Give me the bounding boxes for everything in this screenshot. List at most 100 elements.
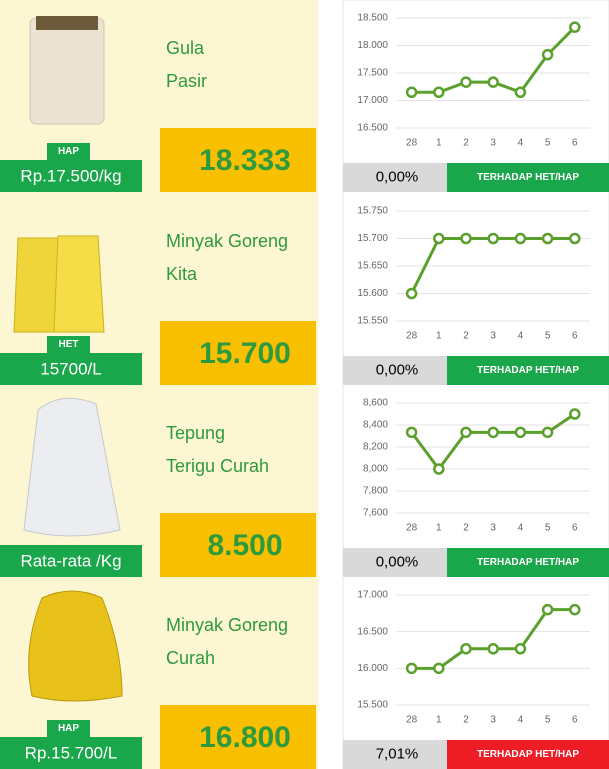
x-tick-label: 28 (406, 523, 418, 534)
status-box (447, 548, 609, 577)
x-tick-label: 6 (572, 715, 578, 726)
price-box (160, 705, 316, 769)
point (541, 232, 554, 245)
oil-bag (28, 590, 123, 702)
status: TERHADAP HET/HAP (477, 557, 579, 568)
point (460, 643, 472, 655)
y-tick-label: 15.500 (357, 700, 388, 711)
pct-box (343, 356, 447, 385)
x-tick-label: 6 (572, 331, 578, 342)
price: 15.700 (199, 337, 291, 370)
ref-label: Rp.17.500/kg (20, 166, 121, 185)
y-tick-label: 16.500 (357, 123, 388, 134)
point (569, 408, 581, 420)
x-tick-label: 2 (463, 715, 469, 726)
point (405, 662, 418, 675)
product-name: Kita (166, 264, 198, 284)
pct: 0,00% (376, 553, 419, 570)
x-tick-label: 3 (490, 138, 496, 149)
ref-tag-box (47, 720, 90, 737)
status-box (447, 163, 609, 192)
ref-box (0, 160, 142, 192)
price: 18.333 (199, 144, 291, 177)
x-tick-label: 1 (436, 715, 442, 726)
ref-tag: HAP (58, 146, 79, 157)
point (405, 426, 418, 439)
point (487, 426, 499, 439)
ref-tag-box (47, 336, 90, 353)
y-tick-label: 8,200 (363, 442, 388, 453)
ref-tag: HET (59, 339, 79, 350)
y-tick-label: 18.000 (357, 40, 388, 51)
ref-tag-box (47, 143, 90, 160)
ref-box (0, 737, 142, 769)
ref-label: Rata-rata /Kg (20, 551, 121, 570)
ref-label: 15700/L (40, 359, 101, 378)
pct: 7,01% (376, 745, 419, 762)
product-name: Curah (166, 648, 215, 668)
x-tick-label: 4 (518, 138, 524, 149)
point (569, 21, 581, 33)
point (460, 426, 472, 439)
x-tick-label: 5 (545, 138, 551, 149)
x-tick-label: 28 (406, 331, 418, 342)
y-tick-label: 7,800 (363, 486, 388, 497)
point (514, 426, 527, 439)
point (487, 643, 499, 655)
pct: 0,00% (376, 168, 419, 185)
product-name: Pasir (166, 71, 207, 91)
x-tick-label: 28 (406, 715, 418, 726)
point (460, 76, 472, 88)
x-tick-label: 4 (518, 523, 524, 534)
x-tick-label: 1 (436, 331, 442, 342)
x-tick-label: 5 (545, 523, 551, 534)
price: 8.500 (207, 529, 282, 562)
y-tick-label: 16.500 (357, 626, 388, 637)
x-tick-label: 4 (518, 715, 524, 726)
x-tick-label: 5 (545, 331, 551, 342)
point (514, 86, 527, 98)
y-tick-label: 15.750 (357, 206, 388, 217)
oil-pouches (13, 235, 105, 333)
product-name: Tepung (166, 423, 225, 443)
x-tick-label: 28 (406, 138, 418, 149)
x-tick-label: 3 (490, 523, 496, 534)
product-name: Terigu Curah (166, 456, 269, 476)
x-tick-label: 6 (572, 523, 578, 534)
y-tick-label: 7,600 (363, 508, 388, 519)
pct-box (343, 740, 447, 769)
y-tick-label: 15.550 (357, 316, 388, 327)
sugar-bag (29, 16, 105, 125)
y-tick-label: 8,400 (363, 420, 388, 431)
x-tick-label: 4 (518, 331, 524, 342)
x-tick-label: 3 (490, 331, 496, 342)
point (569, 603, 581, 616)
status: TERHADAP HET/HAP (477, 365, 579, 376)
pct-box (343, 163, 447, 192)
product-name: Gula (166, 38, 205, 58)
y-tick-label: 8,000 (363, 464, 388, 475)
point (460, 232, 472, 245)
ref-box (0, 353, 142, 385)
x-tick-label: 6 (572, 138, 578, 149)
point (405, 86, 418, 98)
y-tick-label: 15.650 (357, 261, 388, 272)
y-tick-label: 15.700 (357, 233, 388, 244)
x-tick-label: 3 (490, 715, 496, 726)
point (433, 463, 445, 475)
price-box (160, 513, 316, 577)
x-tick-label: 2 (463, 331, 469, 342)
point (514, 643, 527, 655)
point (433, 232, 445, 245)
y-tick-label: 16.000 (357, 663, 388, 674)
point (405, 287, 418, 300)
y-tick-label: 17.000 (357, 590, 388, 601)
x-tick-label: 1 (436, 138, 442, 149)
ref-tag: HAP (58, 723, 79, 734)
product-name: Minyak Goreng (166, 615, 288, 635)
point (433, 662, 445, 675)
y-tick-label: 15.600 (357, 288, 388, 299)
status: TERHADAP HET/HAP (477, 172, 579, 183)
point (487, 76, 499, 88)
